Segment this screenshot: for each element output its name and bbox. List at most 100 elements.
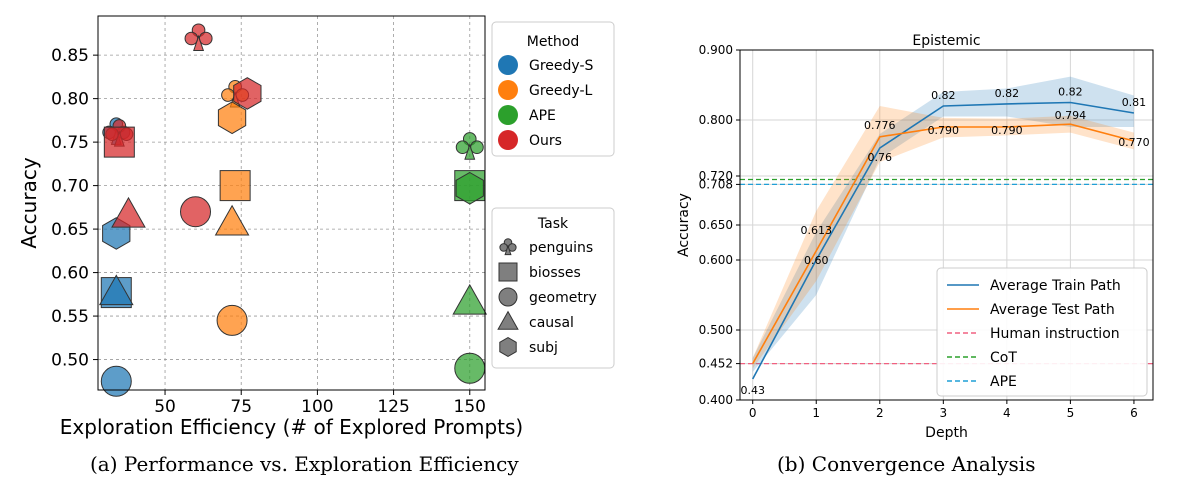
data-point — [455, 171, 484, 205]
legend-method-swatch — [498, 130, 518, 150]
data-label-test: 0.790 — [991, 124, 1023, 137]
legend-task-label: geometry — [529, 290, 597, 306]
legend-task-marker — [498, 287, 518, 307]
legend-task-label: causal — [529, 315, 574, 331]
plot-frame — [97, 15, 486, 391]
legend-task-label: biosses — [529, 265, 581, 281]
data-label-train: 0.81 — [1122, 96, 1147, 109]
data-point — [216, 304, 248, 336]
legend-label: CoT — [990, 350, 1017, 366]
legend-box — [936, 267, 1148, 397]
club-stem — [504, 244, 512, 256]
tick-label-y: 0.720 — [699, 169, 733, 183]
tick-label-x: 6 — [1130, 406, 1138, 420]
data-label-train: 0.82 — [1058, 86, 1083, 99]
tick-label-y: 0.55 — [51, 307, 89, 327]
data-label-train: 0.82 — [931, 89, 956, 102]
tick-label-y: 0.650 — [699, 218, 733, 232]
tick-label-y: 0.75 — [51, 133, 89, 153]
club-stem — [464, 143, 476, 160]
legend-method-box — [491, 21, 615, 157]
chart-title: Epistemic — [912, 33, 980, 49]
legend-method-swatch — [498, 80, 518, 100]
data-point — [214, 204, 250, 236]
data-label-test: 0.790 — [928, 124, 960, 137]
club-lobe — [455, 140, 470, 155]
legend-method-label: Ours — [529, 133, 562, 149]
legend-task-marker — [499, 238, 517, 256]
tick-label-y: 0.708 — [699, 177, 733, 191]
tick-label-y: 0.600 — [699, 253, 733, 267]
data-point — [103, 126, 135, 158]
legend-method-title: Method — [527, 34, 580, 50]
tick-label-x: 5 — [1067, 406, 1075, 420]
tick-label-x: 2 — [876, 406, 884, 420]
data-label-test: 0.770 — [1118, 136, 1150, 149]
legend-label: APE — [990, 374, 1017, 390]
tick-label-y: 0.400 — [699, 393, 733, 407]
data-label-train: 0.82 — [995, 87, 1020, 100]
y-axis-label: Accuracy — [17, 157, 41, 248]
tick-label-x: 4 — [1003, 406, 1011, 420]
legend-method-label: Greedy-L — [529, 83, 593, 99]
x-axis-label: Exploration Efficiency (# of Explored Pr… — [60, 415, 523, 439]
tick-label-y: 0.70 — [51, 177, 89, 197]
tick-label-y: 0.50 — [51, 351, 89, 371]
legend-label: Average Test Path — [990, 302, 1115, 318]
data-label-test: 0.794 — [1055, 109, 1087, 122]
tick-label-x: 75 — [230, 397, 252, 417]
club-stem — [193, 34, 205, 51]
data-point — [184, 23, 213, 51]
caption-panel-a: (a) Performance vs. Exploration Efficien… — [90, 452, 519, 476]
data-point — [454, 352, 486, 384]
data-point — [111, 196, 146, 228]
legend-method-swatch — [498, 55, 518, 75]
series-line — [751, 101, 1135, 380]
tick-label-y: 0.65 — [51, 220, 89, 240]
legend-method-label: APE — [529, 108, 556, 124]
scatter-chart-performance-efficiency: 50 75 100 125 150 0.50 0.55 0.60 0.65 0.70 0.75 0.8… — [17, 15, 523, 439]
legend-task-title: Task — [537, 216, 569, 232]
tick-label-y: 0.85 — [51, 46, 89, 66]
tick-label-x: 0 — [749, 406, 757, 420]
tick-label-x: 3 — [940, 406, 948, 420]
data-label-test: 0.613 — [800, 224, 832, 237]
legend-label: Human instruction — [990, 326, 1120, 342]
data-label-train: 0.60 — [804, 254, 829, 267]
data-point — [100, 365, 132, 397]
data-label-test: 0.776 — [864, 119, 896, 132]
data-point — [452, 283, 488, 315]
club-lobe — [184, 31, 199, 46]
x-axis-label: Depth — [925, 425, 968, 441]
tick-label-y: 0.452 — [699, 357, 733, 371]
tick-label-y: 0.80 — [51, 90, 89, 110]
legend-task-marker — [499, 337, 517, 357]
data-label-train: 0.43 — [740, 384, 765, 397]
tick-label-x: 125 — [377, 397, 409, 417]
caption-panel-b: (b) Convergence Analysis — [777, 452, 1036, 476]
legend-task-label: subj — [529, 340, 558, 356]
legend-method-swatch — [498, 105, 518, 125]
tick-label-x: 100 — [301, 397, 333, 417]
tick-label-x: 150 — [454, 397, 486, 417]
tick-label-y: 0.500 — [699, 323, 733, 337]
data-point — [180, 196, 212, 228]
tick-label-y: 0.800 — [699, 113, 733, 127]
data-point — [455, 132, 484, 160]
legend-task-marker — [498, 262, 518, 282]
club-lobe — [221, 88, 235, 102]
chart-a-legends: Method Greedy-S Greedy-L APE Ours Task penguin… — [491, 21, 615, 369]
legend-task-label: penguins — [529, 240, 593, 256]
tick-label-y: 0.60 — [51, 264, 89, 284]
club-lobe — [470, 140, 484, 155]
legend-method-label: Greedy-S — [529, 58, 594, 74]
data-point — [98, 274, 134, 306]
tick-label-y: 0.900 — [699, 43, 733, 57]
line-chart-convergence: 0 1 2 3 4 5 60.4000.4520.5000.6000.6500.7080.7… — [676, 33, 1154, 441]
club-lobe — [198, 31, 213, 46]
tick-label-x: 50 — [154, 397, 176, 417]
data-point — [217, 101, 247, 135]
plot-frame — [739, 49, 1154, 401]
tick-label-x: 1 — [812, 406, 820, 420]
